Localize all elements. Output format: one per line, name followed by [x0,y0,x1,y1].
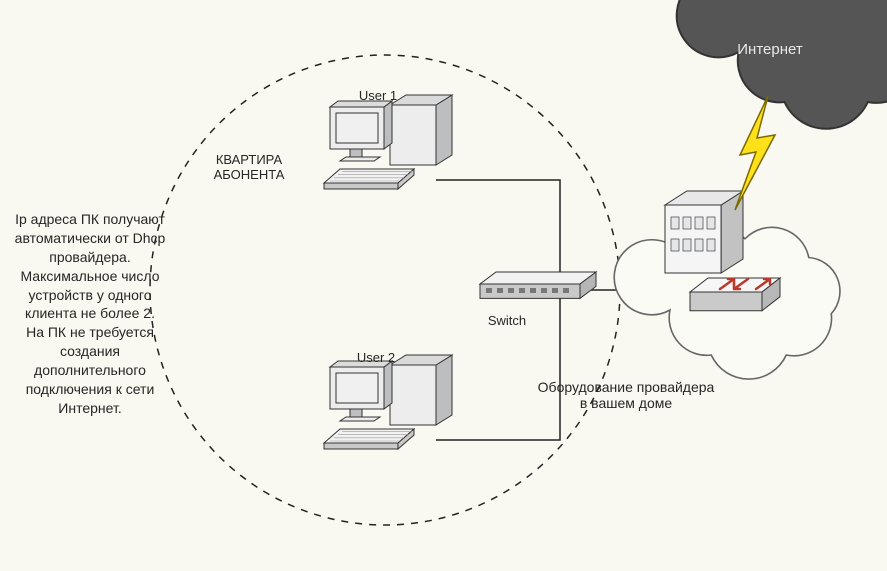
user1-label: User 1 [348,88,408,103]
switch-device [480,272,596,298]
pc-user1 [324,95,452,189]
provider-label: Оборудование провайдерав вашем доме [531,379,721,411]
provider-router [690,278,780,311]
link-user1-switch [436,180,560,286]
provider-building [665,191,743,273]
switch-label: Switch [477,313,537,328]
description-text: Ip адреса ПК получают автоматически от D… [5,210,175,418]
internet-cloud [677,0,887,129]
apartment-label: КВАРТИРААБОНЕНТА [194,152,304,182]
user2-label: User 2 [346,350,406,365]
internet-label: Интернет [730,41,810,58]
pc-user2 [324,355,452,449]
lightning-icon [735,96,775,210]
